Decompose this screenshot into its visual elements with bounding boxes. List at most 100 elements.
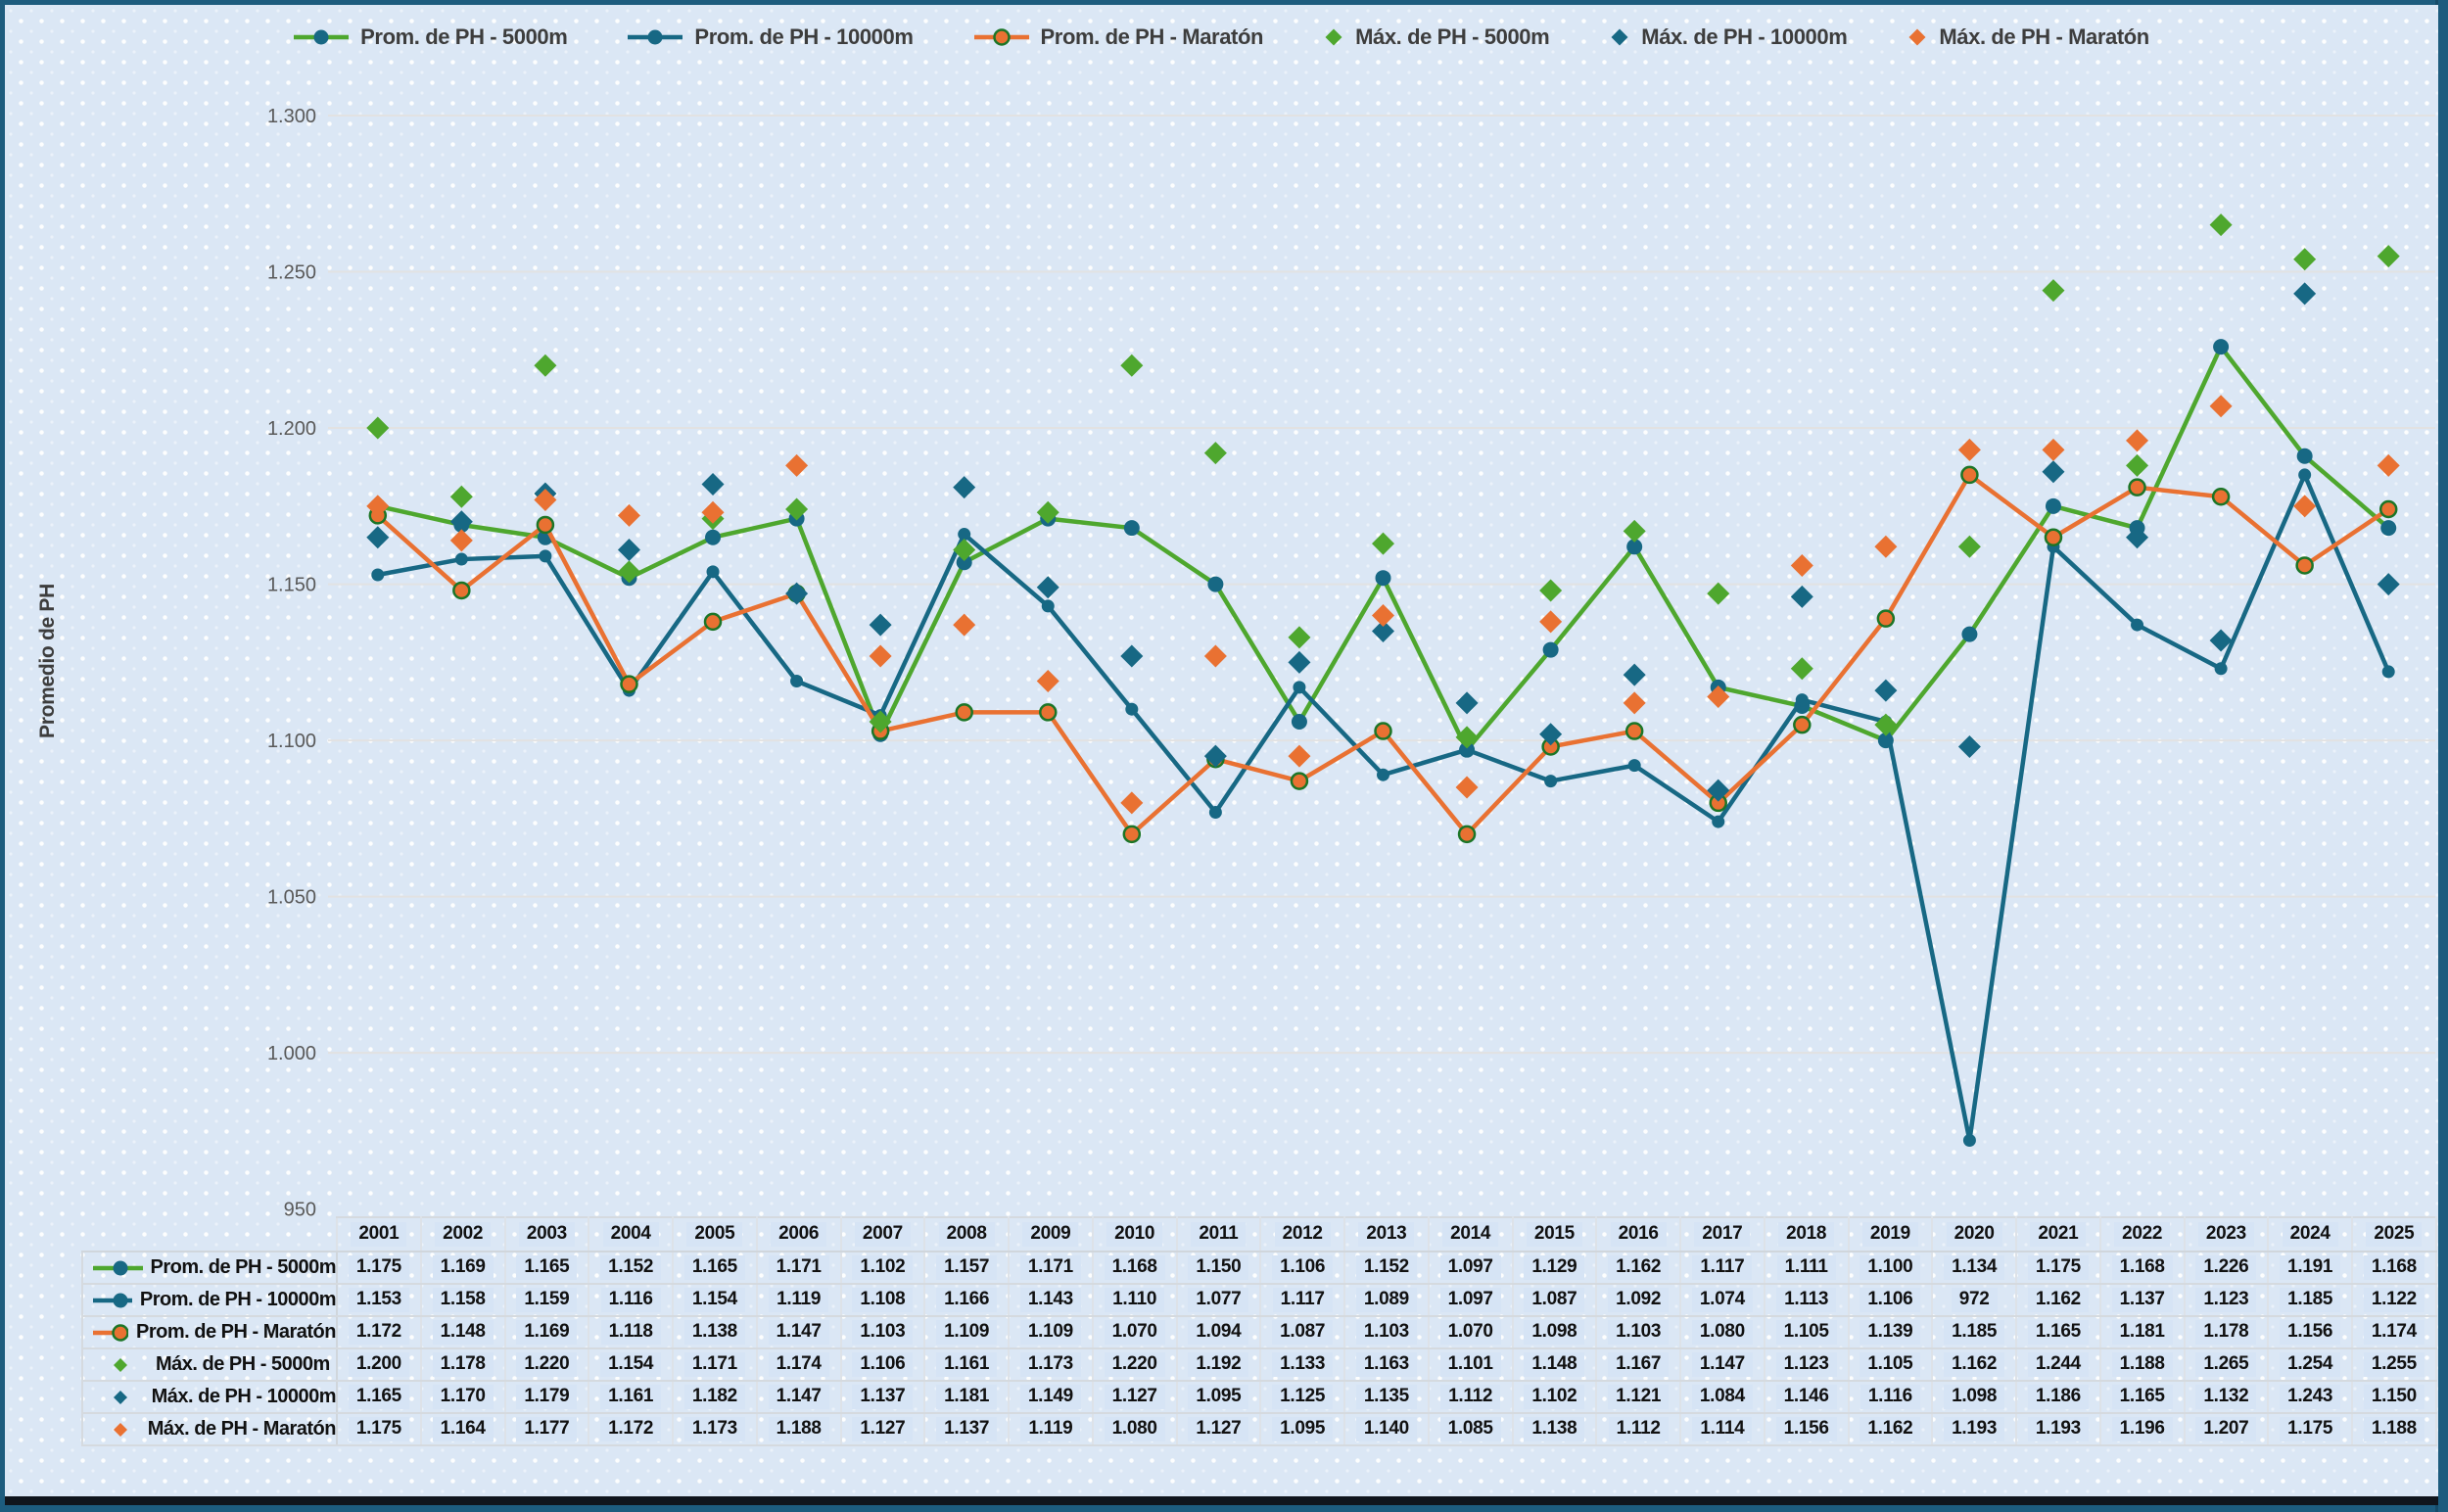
value-cell: 1.139 [1847,1315,1934,1349]
data-point-marker [1539,723,1563,746]
value-cell: 1.092 [1595,1283,1681,1317]
value-chip: 1.178 [432,1352,494,1377]
legend-marker-icon [294,29,350,45]
value-chip: 1.157 [936,1255,998,1280]
value-chip: 1.152 [1355,1255,1417,1280]
value-chip: 1.150 [2363,1385,2424,1409]
value-chip: 1.112 [1608,1417,1669,1441]
data-point-marker [1539,610,1563,634]
value-chip: 1.137 [2111,1288,2173,1312]
value-cell: 1.146 [1763,1380,1850,1414]
value-chip: 1.171 [768,1255,829,1280]
y-tick-label: 1.000 [267,1043,316,1064]
value-cell: 1.127 [839,1412,926,1446]
data-point-marker [2298,468,2312,482]
value-chip: 1.103 [1355,1320,1417,1345]
value-chip: 1.207 [2195,1417,2257,1441]
value-chip: 1.162 [1608,1255,1670,1280]
legend-item[interactable]: Máx. de PH - 10000m [1610,24,1848,50]
value-chip: 1.179 [516,1385,578,1409]
value-chip: 1.070 [1439,1320,1501,1345]
data-point-marker [1372,532,1394,555]
year-header: 2019 [1847,1216,1934,1252]
value-cell: 1.188 [2351,1412,2437,1446]
value-chip: 1.178 [2195,1320,2257,1345]
year-chip: 2020 [1946,1222,2002,1247]
series-key-icon [93,1323,129,1342]
value-cell: 1.220 [503,1347,590,1382]
year-chip: 2004 [602,1222,659,1247]
value-chip: 1.080 [1691,1320,1753,1345]
data-point-marker [1120,791,1144,815]
year-chip: 2014 [1442,1222,1499,1247]
value-chip: 1.094 [1188,1320,1249,1345]
data-point-marker [2042,438,2065,461]
value-cell: 1.125 [1259,1380,1345,1414]
series-key-icon [93,1293,132,1307]
data-point-marker [869,710,892,733]
value-cell: 1.161 [923,1347,1010,1382]
value-cell: 1.165 [336,1380,422,1414]
value-cell: 1.132 [2183,1380,2270,1414]
data-point-marker [706,565,720,579]
value-cell: 1.185 [1931,1315,2017,1349]
value-cell: 1.171 [672,1347,758,1382]
value-cell: 1.148 [419,1315,506,1349]
value-chip: 1.156 [2280,1320,2341,1345]
value-chip: 1.149 [1019,1385,1081,1409]
year-chip: 2011 [1191,1222,1247,1247]
value-cell: 1.193 [1931,1412,2017,1446]
series-key-icon [114,1422,127,1437]
year-header: 2018 [1763,1216,1850,1252]
value-chip: 1.102 [1524,1385,1585,1409]
data-point-marker [1372,619,1394,642]
value-cell: 1.149 [1008,1380,1094,1414]
value-cell: 1.186 [2015,1380,2101,1414]
data-point-marker [452,581,471,600]
value-chip: 972 [1951,1288,1998,1312]
value-chip: 1.137 [936,1417,998,1441]
value-cell: 1.164 [419,1412,506,1446]
value-cell: 1.106 [1847,1283,1934,1317]
value-chip: 1.193 [1944,1417,2005,1441]
value-chip: 1.119 [1020,1417,1081,1441]
value-chip: 1.106 [852,1352,914,1377]
value-cell: 1.156 [2267,1315,2353,1349]
value-cell: 1.175 [2267,1412,2353,1446]
value-chip: 1.159 [516,1288,578,1312]
data-point-marker [953,538,976,561]
data-point-marker [1288,650,1311,674]
value-chip: 1.164 [432,1417,494,1441]
value-chip: 1.220 [516,1352,578,1377]
value-cell: 1.220 [1091,1347,1178,1382]
data-point-marker [790,674,804,687]
value-cell: 1.119 [755,1283,842,1317]
value-cell: 1.168 [1091,1251,1178,1285]
data-point-marker [1790,585,1813,608]
data-point-marker [366,416,390,440]
year-chip: 2019 [1861,1222,1918,1247]
year-chip: 2010 [1106,1222,1163,1247]
table-corner-cell [82,1217,337,1252]
data-point-marker [366,526,390,549]
value-chip: 1.161 [600,1385,662,1409]
data-point-marker [1125,702,1139,716]
value-chip: 1.168 [1104,1255,1165,1280]
legend-item[interactable]: Máx. de PH - Maratón [1907,24,2149,50]
value-chip: 1.243 [2280,1385,2341,1409]
data-point-marker [2377,245,2400,268]
value-cell: 1.168 [2098,1251,2186,1285]
value-cell: 1.178 [419,1347,506,1382]
value-chip: 1.174 [2363,1320,2424,1345]
series-key-icon [114,1390,127,1404]
value-cell: 1.179 [503,1380,590,1414]
value-chip: 1.226 [2195,1255,2257,1280]
legend-item[interactable]: Prom. de PH - Maratón [973,24,1263,50]
value-cell: 1.122 [2351,1283,2437,1317]
value-chip: 1.185 [2280,1288,2341,1312]
value-chip: 1.172 [348,1320,409,1345]
legend-item[interactable]: Prom. de PH - 10000m [628,24,914,50]
value-cell: 1.147 [755,1315,842,1349]
legend-item[interactable]: Prom. de PH - 5000m [294,24,568,50]
legend-item[interactable]: Máx. de PH - 5000m [1324,24,1550,50]
